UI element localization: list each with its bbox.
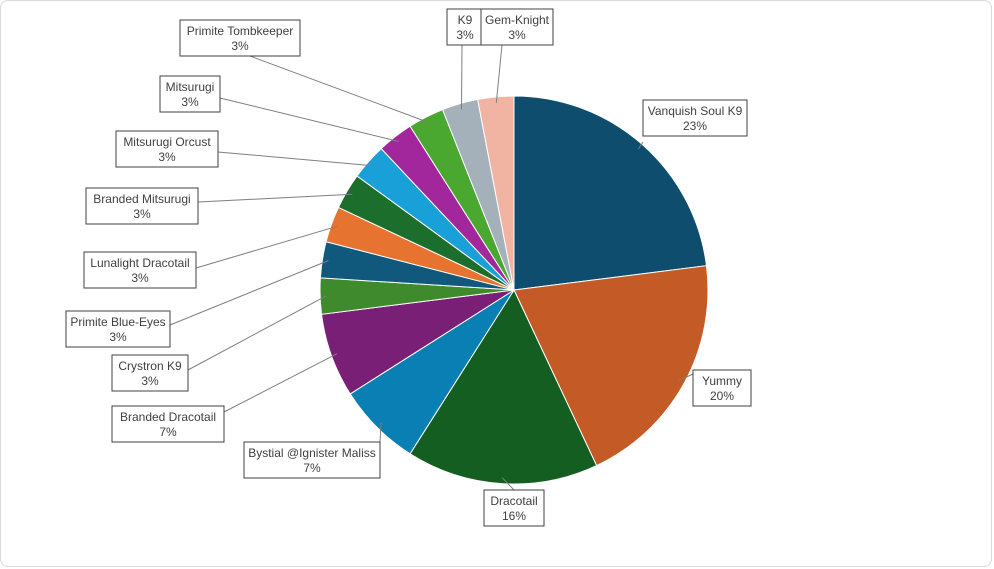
data-label-box — [243, 441, 381, 479]
data-label-category: Dracotail — [490, 494, 537, 508]
data-label-box — [480, 8, 554, 46]
data-label-percent: 3% — [133, 207, 151, 221]
data-label-percent: 7% — [159, 425, 177, 439]
data-label-category: Vanquish Soul K9 — [648, 104, 743, 118]
leader-line — [461, 44, 463, 110]
data-label-category: Primite Tombkeeper — [187, 24, 294, 38]
leader-line — [495, 44, 503, 103]
data-label-category: Primite Blue-Eyes — [70, 315, 165, 329]
data-label-category: Mitsurugi Orcust — [123, 135, 211, 149]
data-label-box — [642, 99, 748, 137]
data-label-box — [692, 369, 752, 407]
data-label-category: Bystial @Ignister Maliss — [248, 446, 376, 460]
leader-line — [197, 193, 353, 203]
leader-line — [678, 373, 694, 382]
leader-line — [249, 55, 429, 123]
data-label-box — [65, 310, 171, 348]
data-label-percent: 20% — [710, 389, 734, 403]
data-label-percent: 3% — [109, 330, 127, 344]
data-label-box — [85, 187, 199, 225]
data-label-category: Yummy — [702, 374, 742, 388]
data-label-category: Mitsurugi — [166, 80, 215, 94]
data-label-percent: 3% — [141, 374, 159, 388]
leader-line — [379, 422, 382, 443]
leader-line — [217, 151, 374, 167]
pie-slices — [319, 95, 709, 485]
data-label-box — [111, 405, 225, 443]
leader-line — [195, 225, 338, 269]
pie-slice-dracotail — [409, 288, 598, 485]
data-label-percent: 3% — [508, 28, 526, 42]
pie-slice-vanquish-soul-k9 — [513, 95, 708, 291]
leader-line — [169, 260, 329, 326]
data-label-percent: 3% — [131, 271, 149, 285]
data-label-category: Crystron K9 — [118, 359, 182, 373]
data-label-category: Lunalight Dracotail — [90, 256, 189, 270]
data-label-box — [179, 19, 301, 57]
data-label-percent: 3% — [158, 150, 176, 164]
data-label-percent: 3% — [181, 95, 199, 109]
data-label-percent: 16% — [502, 509, 526, 523]
data-label-percent: 23% — [683, 119, 707, 133]
leader-line — [637, 141, 644, 150]
pie-slice-yummy — [513, 265, 709, 467]
data-label-box — [159, 75, 221, 113]
leader-line — [501, 477, 515, 491]
data-label-box — [83, 251, 197, 289]
data-label-category: K9 — [458, 13, 473, 27]
data-label-category: Branded Dracotail — [120, 410, 216, 424]
data-label-percent: 3% — [231, 39, 249, 53]
data-label-percent: 7% — [303, 461, 321, 475]
leader-line — [223, 353, 338, 413]
pie-slice-gem-knight — [477, 95, 515, 291]
data-label-percent: 3% — [456, 28, 474, 42]
leader-lines — [169, 44, 694, 491]
data-label-box — [483, 489, 545, 527]
data-label-category: Gem-Knight — [485, 13, 550, 27]
leader-line — [219, 97, 399, 142]
leader-line — [187, 295, 327, 371]
data-label-category: Branded Mitsurugi — [93, 192, 190, 206]
data-label-box — [111, 354, 189, 392]
data-label-box — [115, 130, 219, 168]
